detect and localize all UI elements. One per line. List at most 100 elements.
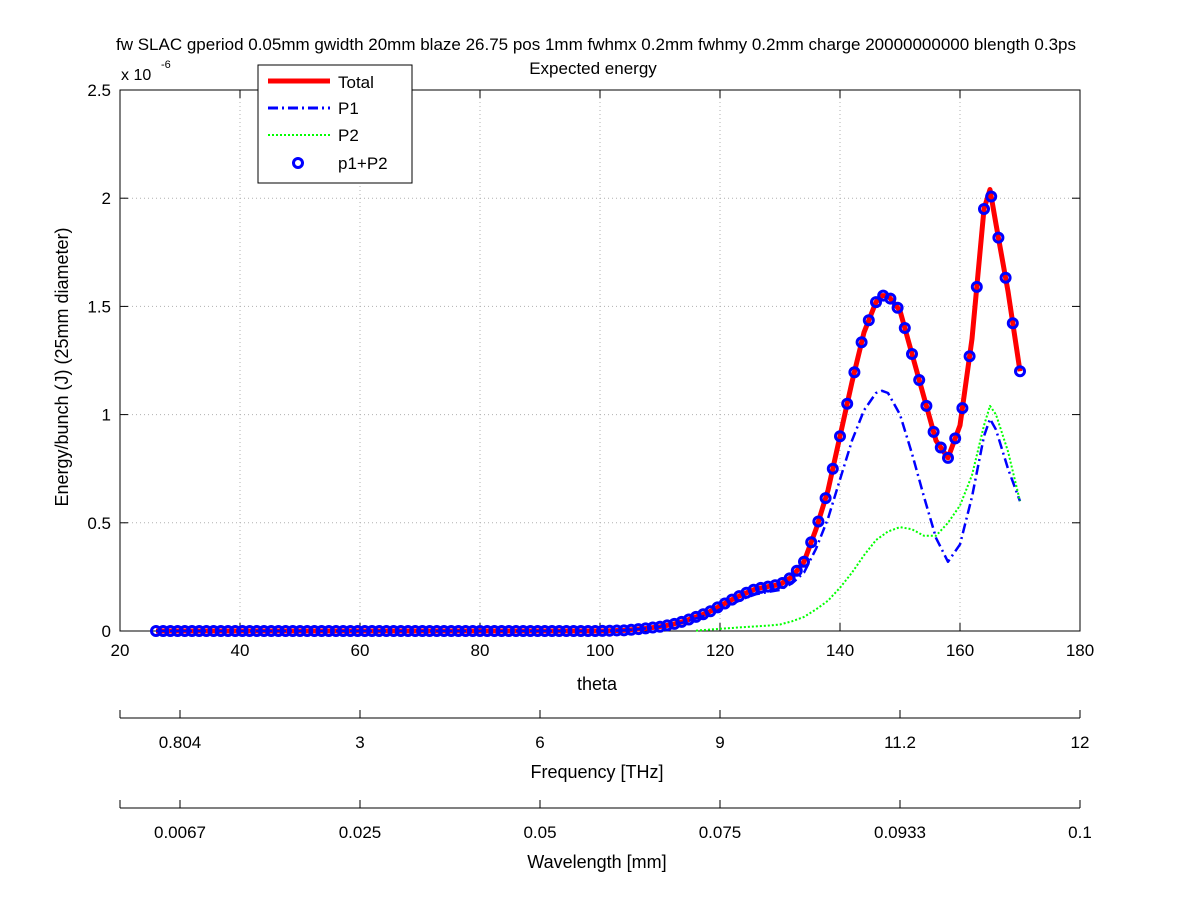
series-sum-marker — [956, 402, 969, 415]
y-tick-label: 1 — [102, 406, 111, 425]
wavelength-axis: Wavelength [mm] 0.0067 0.025 0.05 0.075 0.09… — [119, 800, 1092, 872]
series-sum-marker — [315, 625, 328, 637]
series-sum-marker — [488, 625, 501, 637]
series-sum-marker — [524, 625, 537, 637]
series-sum-marker — [207, 625, 220, 637]
series-sum-marker — [308, 625, 321, 637]
series-sum-marker — [337, 625, 350, 637]
series-sum-marker — [949, 432, 962, 445]
y-axis-label: Energy/bunch (J) (25mm diameter) — [52, 227, 72, 506]
legend-item-p2: P2 — [268, 126, 359, 145]
legend-label-p1: P1 — [338, 99, 359, 118]
figure-title-line1: fw SLAC gperiod 0.05mm gwidth 20mm blaze… — [116, 35, 1076, 54]
series-sum-marker — [387, 625, 400, 637]
series-sum-marker — [229, 625, 242, 637]
wavelength-axis-label: Wavelength [mm] — [527, 852, 666, 872]
series-sum-marker — [603, 624, 616, 637]
series-sum-marker — [466, 625, 479, 637]
series-sum-marker — [610, 624, 623, 637]
x-tick-label: 60 — [351, 641, 370, 660]
series-sum-marker — [279, 625, 292, 637]
series-sum-marker — [502, 625, 515, 637]
y-tick-label: 2.5 — [87, 81, 111, 100]
series-sum-marker — [870, 296, 882, 309]
plot-area: 20 40 60 80 100 120 140 160 180 0 0.5 1 1.5 2 2.5 — [87, 81, 1094, 660]
series-sum-marker — [186, 625, 198, 637]
series-sum-marker — [567, 625, 580, 637]
series-sum-marker — [272, 625, 285, 637]
series-sum-marker — [999, 271, 1012, 284]
series-sum-marker — [596, 624, 609, 637]
series-sum-marker — [978, 203, 990, 215]
series-sum-marker — [790, 564, 803, 577]
series-sum-marker — [366, 625, 378, 637]
series-sum-marker — [934, 441, 947, 454]
series-sum-marker — [574, 625, 587, 637]
y-exponent-power: -6 — [161, 59, 171, 71]
series-sum-marker — [913, 374, 926, 386]
series-sum-marker — [560, 625, 573, 637]
series-sum-marker — [819, 492, 832, 505]
series-sum-marker — [301, 625, 314, 637]
series-sum-marker — [481, 625, 494, 637]
series-sum-marker — [639, 622, 652, 635]
secondary-tick-label: 0.1 — [1068, 823, 1092, 842]
secondary-tick-label: 9 — [715, 733, 724, 752]
series-sum-marker — [510, 625, 522, 637]
secondary-tick-label: 11.2 — [884, 733, 916, 752]
series-sum-marker — [927, 425, 940, 438]
series-sum-marker — [834, 430, 846, 443]
series-sum-marker — [164, 625, 177, 637]
series-sum-marker — [654, 620, 666, 633]
legend: Total P1 P2 p1+P2 — [257, 64, 413, 184]
series-sum-marker — [200, 625, 213, 637]
series-sum-marker — [618, 624, 630, 637]
secondary-tick-label: 0.075 — [699, 823, 742, 842]
series-sum-marker — [445, 625, 458, 637]
series-sum-marker — [452, 625, 465, 637]
series-sum-marker — [409, 625, 422, 637]
secondary-tick-label: 0.05 — [523, 823, 556, 842]
x-tick-label: 120 — [706, 641, 734, 660]
series-sum-marker — [438, 625, 450, 637]
legend-label-total: Total — [338, 73, 374, 92]
series-sum-marker — [517, 625, 530, 637]
legend-box — [257, 64, 413, 184]
legend-swatch-sum — [292, 157, 304, 169]
legend-label-sum: p1+P2 — [338, 154, 388, 173]
series-sum-marker — [402, 625, 414, 637]
grid — [120, 90, 1080, 631]
series-sum-marker — [661, 619, 674, 632]
series-sum-marker — [1006, 317, 1019, 330]
secondary-tick-label: 0.0933 — [874, 823, 926, 842]
series-sum-marker — [294, 625, 306, 637]
series-sum-marker — [373, 625, 386, 637]
series-sum-marker — [1014, 365, 1026, 378]
series-sum-marker — [243, 625, 256, 637]
x-tick-label: 180 — [1066, 641, 1094, 660]
figure-title-line2: Expected energy — [529, 59, 657, 78]
series-sum-marker — [193, 625, 206, 637]
y-tick-label: 0.5 — [87, 514, 111, 533]
series-sum-marker — [150, 625, 162, 637]
series-sum-marker — [495, 625, 508, 637]
secondary-tick-label: 6 — [535, 733, 544, 752]
series-sum-marker — [171, 625, 184, 637]
series-sum-marker — [970, 280, 983, 293]
series-sum-marker — [531, 625, 544, 637]
series-sum-marker — [625, 623, 638, 636]
series-sum-marker — [783, 572, 796, 585]
series-sum-marker — [222, 625, 234, 637]
series-sum-marker — [942, 451, 954, 464]
legend-item-p1: P1 — [268, 99, 359, 118]
series-sum-marker — [632, 623, 645, 636]
series-sum-marker — [646, 621, 659, 634]
secondary-tick-label: 12 — [1071, 733, 1090, 752]
series-sum-marker — [812, 515, 825, 528]
series-sum-marker — [178, 625, 191, 637]
y-tick-label: 0 — [102, 622, 111, 641]
x-tick-label: 100 — [586, 641, 614, 660]
series-sum-marker — [884, 292, 897, 305]
series-sum-marker — [862, 314, 875, 327]
